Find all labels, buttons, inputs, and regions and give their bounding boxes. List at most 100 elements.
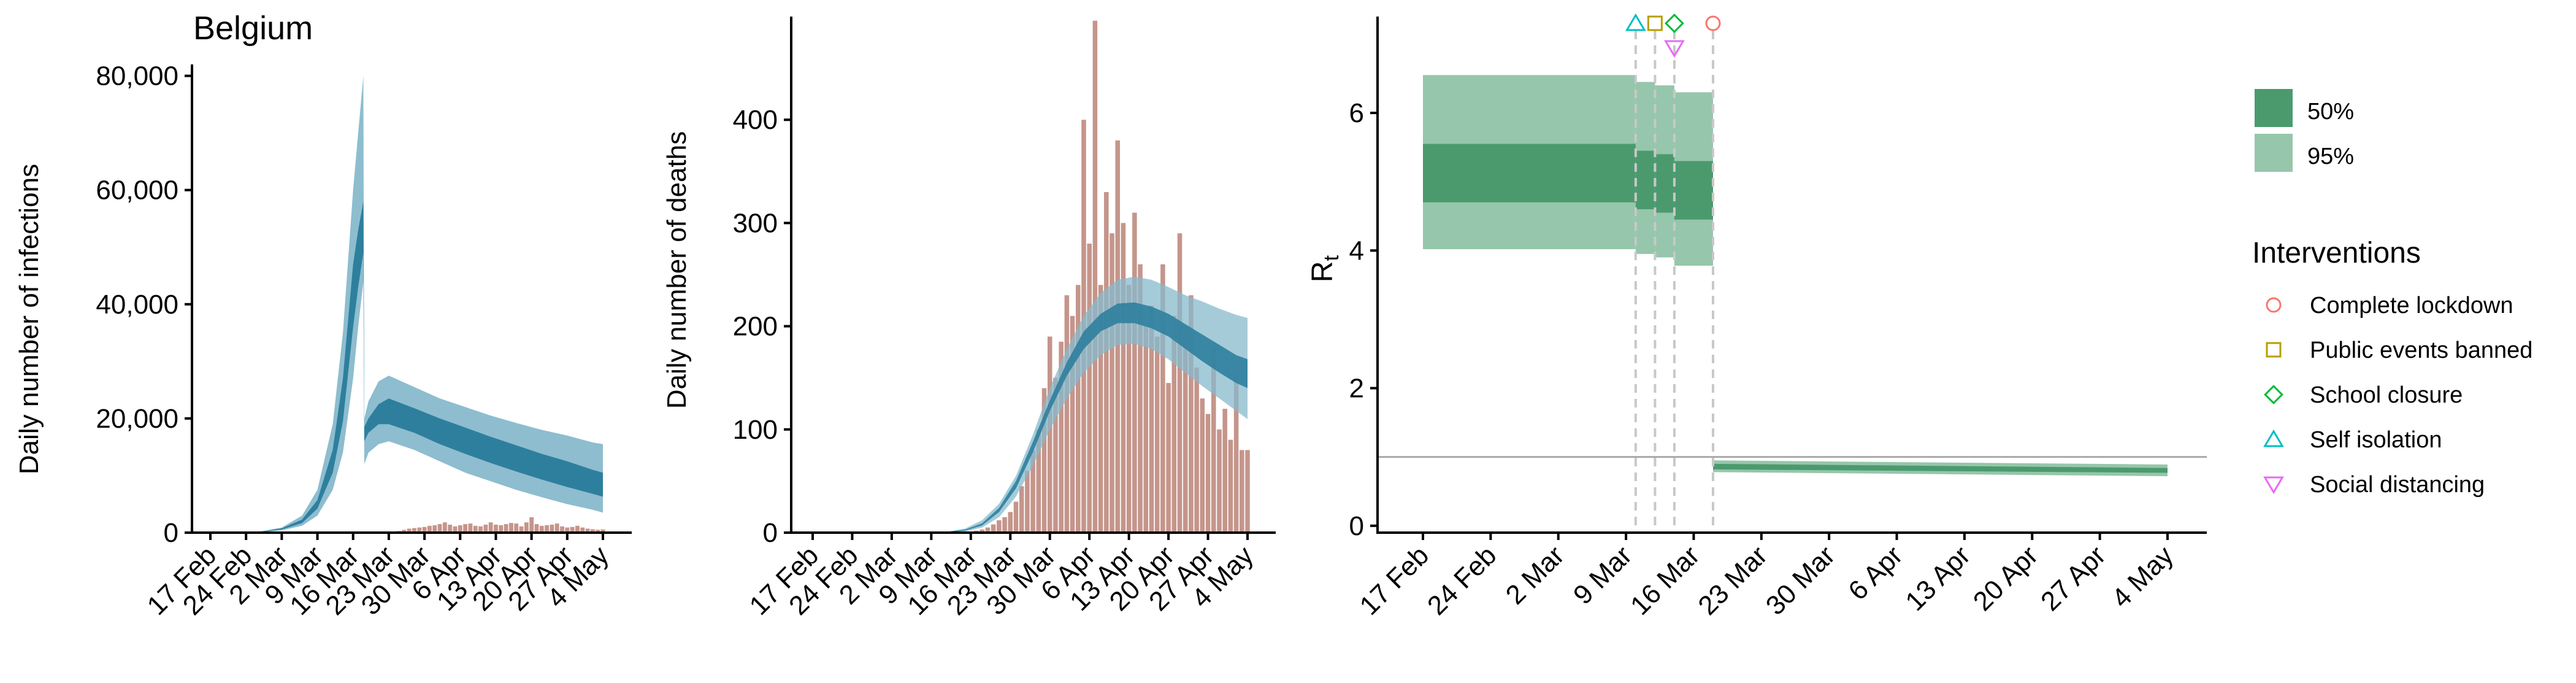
observed-cases-bar xyxy=(473,525,478,533)
x-tick-label: 23 Mar xyxy=(1692,540,1773,620)
observed-cases-bar xyxy=(600,529,605,533)
observed-cases-bar xyxy=(442,522,447,533)
observed-cases-bar xyxy=(570,527,575,533)
x-tick-label: 4 May xyxy=(2106,540,2179,613)
deaths-bar xyxy=(1189,295,1194,533)
deaths-band-50 xyxy=(813,302,1248,533)
deaths-bar xyxy=(1110,233,1114,533)
observed-cases-bar xyxy=(560,526,564,533)
rt-band-50 xyxy=(1635,150,1655,209)
chart-title: Belgium xyxy=(193,10,313,47)
observed-cases-bar xyxy=(453,526,458,533)
deaths-bar xyxy=(1019,486,1024,533)
y-tick-label: 80,000 xyxy=(96,61,178,91)
observed-cases-bar xyxy=(437,524,442,533)
deaths-bar xyxy=(985,527,991,533)
deaths-bar xyxy=(1075,285,1081,533)
observed-cases-bar xyxy=(545,525,549,533)
observed-cases-bar xyxy=(478,526,483,533)
observed-cases-bar xyxy=(402,530,407,533)
observed-cases-bar xyxy=(432,525,437,533)
deaths-bar xyxy=(1041,388,1047,533)
deaths-bar xyxy=(1087,244,1092,533)
deaths-bar xyxy=(1240,450,1244,533)
intervention-marker-circle xyxy=(1705,15,1721,31)
deaths-bar xyxy=(997,520,1002,533)
legend: 50% 95% Interventions Complete lockdown P… xyxy=(2252,89,2532,498)
y-tick-label: 4 xyxy=(1349,236,1364,266)
deaths-bar xyxy=(1177,233,1183,533)
observed-cases-bar xyxy=(407,528,412,533)
observed-cases-bar xyxy=(422,527,427,533)
deaths-bar xyxy=(1233,377,1239,533)
x-tick-label: 30 Mar xyxy=(1760,540,1841,620)
deaths-bar xyxy=(1098,285,1103,533)
legend-marker-square xyxy=(2266,342,2282,358)
x-tick-label: 27 Apr xyxy=(2035,540,2112,617)
observed-cases-bar xyxy=(458,525,462,533)
deaths-bar xyxy=(1200,398,1205,533)
observed-cases-bar xyxy=(534,524,539,533)
observed-cases-bar xyxy=(590,529,595,533)
rt-label-main: R xyxy=(1306,261,1339,282)
legend-label-intervention: Social distancing xyxy=(2310,472,2485,498)
deaths-bar xyxy=(1047,336,1052,533)
legend-label-intervention: School closure xyxy=(2310,382,2463,408)
deaths-bar xyxy=(1205,414,1211,533)
deaths-bar xyxy=(1121,223,1126,533)
deaths-bar xyxy=(1059,341,1064,533)
y-tick-label: 40,000 xyxy=(96,290,178,320)
y-tick-label: 2 xyxy=(1349,374,1364,404)
legend-marker-triangle-down xyxy=(2263,476,2284,495)
observed-cases-bar xyxy=(508,523,513,533)
legend-label-intervention: Self isolation xyxy=(2310,427,2442,453)
y-tick-label: 100 xyxy=(733,415,778,445)
interventions-legend-title: Interventions xyxy=(2252,237,2421,269)
legend-label-50: 50% xyxy=(2307,99,2354,125)
legend-label-intervention: Complete lockdown xyxy=(2310,293,2513,318)
x-tick-label: 17 Feb xyxy=(1354,540,1435,621)
x-tick-label: 24 Feb xyxy=(1422,540,1503,621)
intervention-marker-triangle-up xyxy=(1625,13,1646,31)
observed-cases-bar xyxy=(483,524,488,533)
observed-cases-bar xyxy=(499,525,504,533)
y-tick-label: 6 xyxy=(1349,98,1364,128)
observed-cases-bar xyxy=(427,525,432,533)
observed-cases-bar xyxy=(575,525,580,533)
rt-band-50 xyxy=(1423,144,1636,203)
observed-cases-bar xyxy=(504,524,508,533)
intervention-marker-diamond xyxy=(1665,14,1684,33)
legend-swatch-95 xyxy=(2255,134,2293,172)
observed-cases-bar xyxy=(412,528,416,533)
rt-label-sub: t xyxy=(1320,255,1343,261)
observed-cases-bar xyxy=(539,525,544,533)
deaths-bar xyxy=(1126,285,1132,533)
deaths-bar xyxy=(1245,450,1250,533)
infections-band-50 xyxy=(210,201,603,533)
infections-panel: Belgium Daily number of infections 0 20,0… xyxy=(14,10,632,621)
legend-label-95: 95% xyxy=(2307,144,2354,169)
interventions-legend-items: Complete lockdown Public events banned Sch… xyxy=(2263,293,2532,498)
observed-cases-bar xyxy=(524,522,529,533)
rt-band-50 xyxy=(1655,154,1674,213)
legend-marker-triangle-up xyxy=(2263,429,2284,447)
y-tick-label: 0 xyxy=(164,518,178,548)
observed-cases-bar xyxy=(448,524,453,533)
observed-cases-bar xyxy=(519,526,524,533)
y-tick-label: 200 xyxy=(733,312,778,342)
rt-post-lockdown-band-50 xyxy=(1712,463,2168,473)
x-tick-label: 13 Apr xyxy=(1899,540,1976,617)
observed-cases-bar xyxy=(585,528,590,533)
y-tick-label: 400 xyxy=(733,105,778,135)
observed-cases-bar xyxy=(463,524,467,533)
deaths-bar xyxy=(1030,450,1035,533)
x-tick-label: 6 Apr xyxy=(1842,540,1908,606)
observed-cases-bar xyxy=(488,522,493,533)
x-tick-label: 2 Mar xyxy=(1500,540,1570,610)
deaths-bar xyxy=(1160,264,1165,533)
